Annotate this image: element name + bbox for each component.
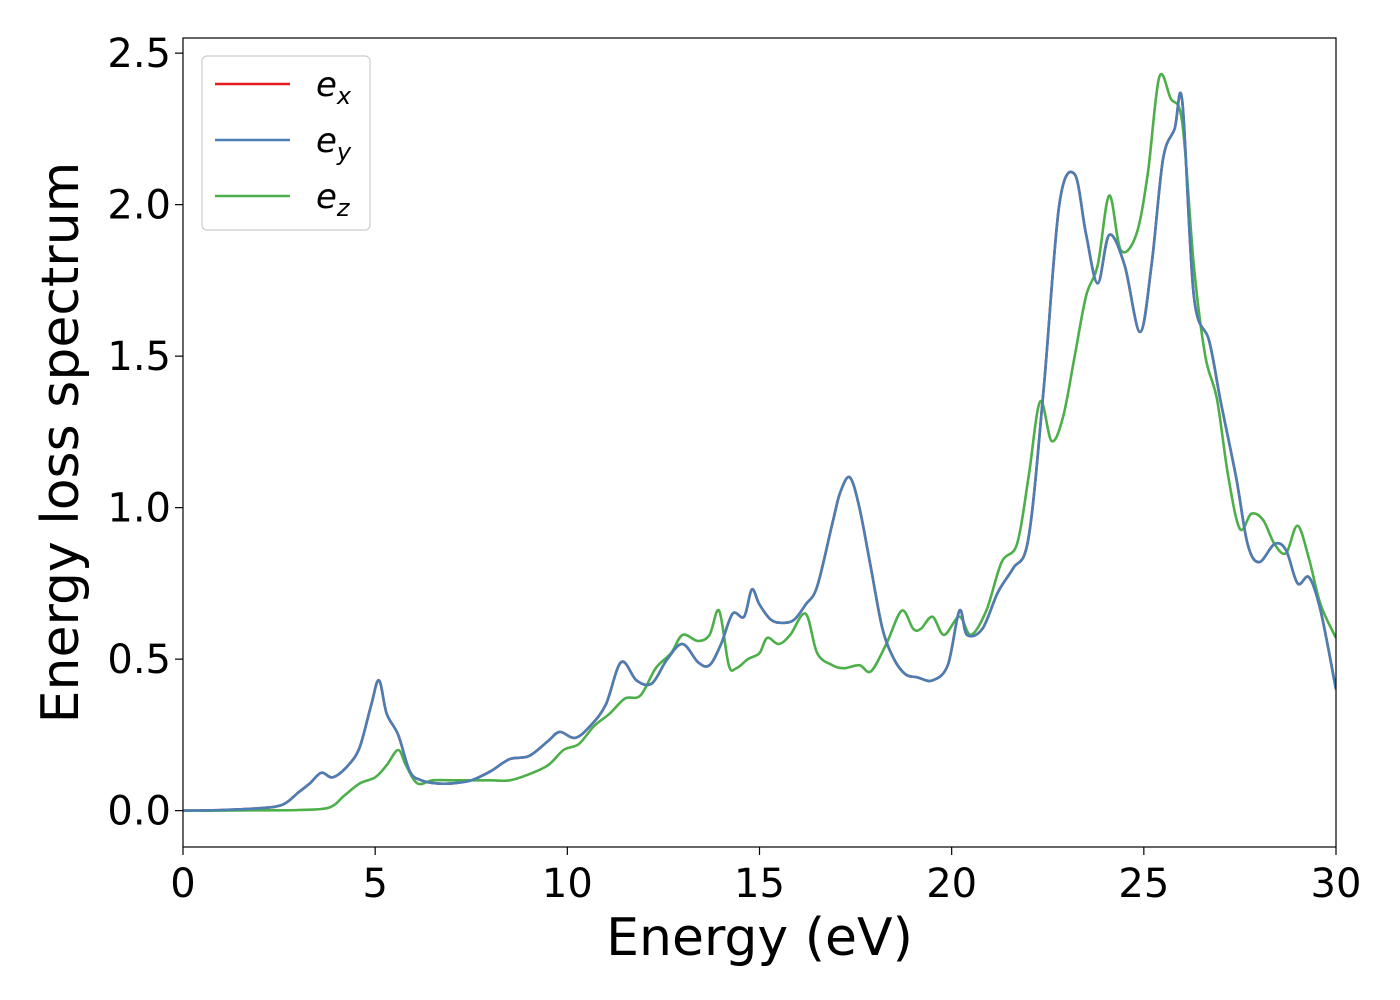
y-tick-label: 2.0	[107, 183, 171, 229]
legend-entry-subscript: x	[336, 82, 352, 110]
y-tick-label: 0.0	[107, 789, 171, 835]
legend-entry-ex: ex	[316, 65, 352, 110]
x-tick-label: 5	[362, 861, 387, 907]
legend-entry-name: e	[316, 177, 337, 217]
legend-box	[201, 55, 371, 231]
x-axis-ticks: 0 5 10 15 20 25 30	[170, 847, 1361, 907]
series-line-ey	[183, 91, 1336, 812]
x-tick-label: 10	[542, 861, 593, 907]
y-tick-label: 1.5	[107, 334, 171, 380]
y-tick-label: 1.0	[107, 486, 171, 532]
legend-entry-subscript: y	[336, 138, 352, 166]
legend-entry-ey: ey	[316, 121, 352, 166]
x-tick-label: 0	[170, 861, 195, 907]
x-tick-label: 15	[734, 861, 785, 907]
y-axis-ticks: 0.0 0.5 1.0 1.5 2.0 2.5	[107, 31, 183, 835]
x-tick-label: 25	[1118, 861, 1169, 907]
x-axis-label: Energy (eV)	[606, 908, 913, 968]
legend-entry-subscript: z	[336, 194, 351, 222]
y-tick-label: 0.5	[107, 637, 171, 683]
legend-entry-name: e	[316, 65, 337, 105]
x-tick-label: 30	[1311, 861, 1362, 907]
y-tick-label: 2.5	[107, 31, 171, 77]
y-axis-label: Energy loss spectrum	[31, 162, 91, 724]
plot-frame	[182, 37, 1337, 848]
plot-lines	[183, 73, 1336, 812]
legend-entry-ez: ez	[316, 177, 351, 222]
legend-entry-name: e	[316, 121, 337, 161]
x-tick-label: 20	[926, 861, 977, 907]
